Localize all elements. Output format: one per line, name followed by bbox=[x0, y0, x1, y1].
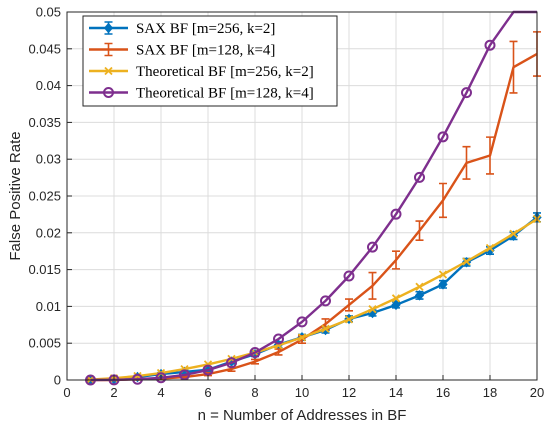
x-tick-label: 10 bbox=[295, 385, 309, 400]
x-tick-label: 2 bbox=[110, 385, 117, 400]
x-axis-ticks: 0 2 4 6 8 10 12 14 16 18 20 bbox=[63, 375, 544, 400]
legend-label: SAX BF [m=256, k=2] bbox=[136, 21, 275, 37]
y-tick-label: 0.045 bbox=[28, 41, 61, 56]
legend-item: SAX BF [m=256, k=2] bbox=[89, 21, 275, 37]
data-point bbox=[344, 315, 354, 324]
x-tick-label: 16 bbox=[436, 385, 450, 400]
legend-box bbox=[82, 15, 338, 107]
series-3 bbox=[85, 10, 537, 386]
data-point bbox=[414, 171, 425, 183]
data-point bbox=[509, 229, 518, 238]
legend: SAX BF [m=256, k=2] SAX BF [m=128, k=4] Th… bbox=[82, 15, 338, 107]
legend-label: Theoretical BF [m=128, k=4] bbox=[136, 86, 314, 102]
y-axis-ticks: 0 0.005 0.01 0.015 0.02 0.025 0.03 0.035 0.04 0.0… bbox=[28, 5, 72, 388]
y-tick-label: 0.04 bbox=[36, 78, 61, 93]
data-point bbox=[414, 290, 425, 301]
error-bar bbox=[486, 136, 494, 175]
x-tick-label: 6 bbox=[204, 385, 211, 400]
x-tick-label: 4 bbox=[157, 385, 164, 400]
data-point bbox=[437, 131, 449, 143]
data-point bbox=[367, 241, 378, 253]
y-tick-label: 0.02 bbox=[36, 225, 61, 240]
legend-marker bbox=[103, 22, 114, 34]
x-tick-label: 20 bbox=[530, 385, 544, 400]
data-point bbox=[296, 316, 308, 328]
data-point bbox=[485, 243, 495, 253]
y-tick-label: 0.005 bbox=[28, 336, 61, 351]
data-point bbox=[368, 305, 377, 314]
error-bar bbox=[368, 271, 377, 300]
data-point bbox=[179, 369, 190, 381]
data-point bbox=[415, 282, 424, 291]
legend-item: Theoretical BF [m=128, k=4] bbox=[89, 86, 314, 102]
series-line bbox=[90, 217, 538, 381]
y-tick-label: 0 bbox=[54, 373, 61, 388]
error-bar bbox=[462, 145, 471, 180]
data-point bbox=[462, 257, 471, 266]
error-bar bbox=[509, 40, 518, 94]
error-bar bbox=[439, 182, 447, 219]
legend-item: Theoretical BF [m=256, k=2] bbox=[89, 64, 314, 80]
legend-errorbar bbox=[104, 42, 113, 57]
x-tick-label: 12 bbox=[342, 385, 356, 400]
data-point bbox=[155, 372, 167, 384]
error-bar bbox=[251, 358, 259, 365]
data-point bbox=[461, 87, 472, 99]
legend-label: Theoretical BF [m=256, k=2] bbox=[136, 64, 314, 80]
error-bar bbox=[392, 250, 400, 270]
data-point bbox=[321, 324, 330, 333]
legend-marker bbox=[103, 87, 114, 98]
legend-item: SAX BF [m=128, k=4] bbox=[89, 43, 275, 59]
x-tick-label: 0 bbox=[63, 385, 70, 400]
legend-label: SAX BF [m=128, k=4] bbox=[136, 43, 275, 59]
y-tick-label: 0.01 bbox=[36, 299, 61, 314]
data-point bbox=[343, 270, 355, 282]
y-tick-label: 0.025 bbox=[28, 189, 61, 204]
data-point bbox=[391, 299, 401, 311]
data-point bbox=[273, 333, 284, 345]
data-point bbox=[249, 347, 261, 359]
data-point bbox=[390, 208, 402, 220]
data-point bbox=[132, 373, 143, 385]
y-tick-label: 0.015 bbox=[28, 262, 61, 277]
y-tick-label: 0.05 bbox=[36, 5, 61, 20]
data-point bbox=[202, 364, 214, 376]
x-tick-label: 18 bbox=[483, 385, 497, 400]
data-point bbox=[297, 333, 307, 342]
data-point bbox=[484, 39, 496, 51]
x-axis-label: n = Number of Addresses in BF bbox=[198, 407, 407, 424]
y-tick-label: 0.035 bbox=[28, 115, 61, 130]
data-point bbox=[438, 279, 448, 290]
y-tick-label: 0.03 bbox=[36, 152, 61, 167]
x-tick-label: 14 bbox=[389, 385, 403, 400]
x-tick-label: 8 bbox=[251, 385, 258, 400]
data-point bbox=[391, 294, 401, 303]
error-bar bbox=[415, 220, 424, 241]
data-point bbox=[320, 295, 331, 307]
data-point bbox=[438, 270, 448, 279]
error-bar bbox=[345, 298, 353, 312]
legend-marker bbox=[104, 66, 113, 76]
y-axis-label: False Positive Rate bbox=[7, 131, 24, 260]
data-point bbox=[226, 357, 237, 369]
